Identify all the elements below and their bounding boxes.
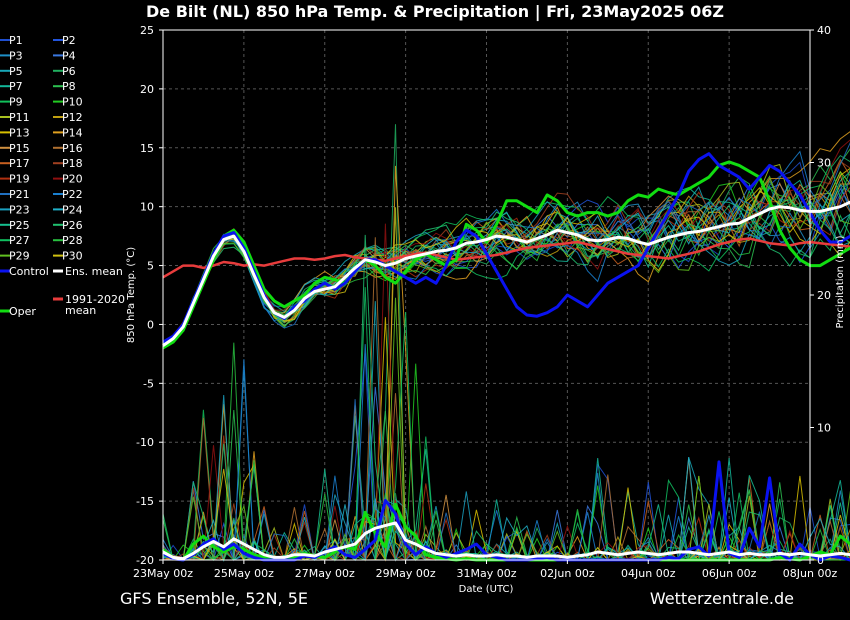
legend-label-P26: P26 xyxy=(62,219,83,232)
legend-label-P14: P14 xyxy=(62,126,83,139)
legend-label-P17: P17 xyxy=(9,157,30,170)
legend-label-P9: P9 xyxy=(9,96,23,109)
legend-label-P2: P2 xyxy=(62,34,76,47)
y-tick-label: 15 xyxy=(140,142,154,155)
x-tick-label: 08Jun 00z xyxy=(783,567,838,580)
legend: P1 P2 P3 P4 P5 P6 P7 P8 P9 P10 P11 P12 P13 P14 P15 P16 P… xyxy=(0,34,125,318)
series-oper xyxy=(162,160,850,350)
legend-label-P15: P15 xyxy=(9,142,30,155)
member-line-P25 xyxy=(162,198,850,348)
member-line-P21 xyxy=(162,142,850,345)
legend-label-P21: P21 xyxy=(9,188,30,201)
y-axis-label: 850 hPa Temp. (°C) xyxy=(126,247,137,343)
x-tick-label: 31May 00z xyxy=(456,567,516,580)
series-ens-mean xyxy=(162,200,850,347)
x-tick-label: 04Jun 00z xyxy=(621,567,676,580)
member-line-P18 xyxy=(162,160,850,346)
legend-label-P28: P28 xyxy=(62,234,83,247)
footer-source: GFS Ensemble, 52N, 5E xyxy=(120,589,308,608)
legend-label-P5: P5 xyxy=(9,65,23,78)
legend-label-oper: Oper xyxy=(9,305,36,318)
legend-label-P6: P6 xyxy=(62,65,76,78)
legend-label-P20: P20 xyxy=(62,173,83,186)
y-tick-label: 20 xyxy=(140,83,154,96)
legend-label-control: Control xyxy=(9,265,49,278)
y2-tick-label: 10 xyxy=(817,422,831,435)
y-axis-ticks: 25 20 15 10 5 0 -5 -10 -15 -20 xyxy=(136,24,163,567)
legend-label-P23: P23 xyxy=(9,203,30,216)
legend-label-P7: P7 xyxy=(9,80,23,93)
x-tick-label: 29May 00z xyxy=(376,567,436,580)
y-tick-label: 0 xyxy=(147,318,154,331)
legend-label-P24: P24 xyxy=(62,203,83,216)
series-ens-mean-precipitation xyxy=(162,521,850,561)
legend-label-P8: P8 xyxy=(62,80,76,93)
legend-label-P12: P12 xyxy=(62,111,83,124)
legend-label-P29: P29 xyxy=(9,250,30,263)
legend-label-P13: P13 xyxy=(9,126,30,139)
y2-tick-label: 30 xyxy=(817,157,831,170)
legend-label-P11: P11 xyxy=(9,111,30,124)
footer-site: Wetterzentrale.de xyxy=(650,589,794,608)
y2-tick-label: 0 xyxy=(817,554,824,567)
legend-label-P16: P16 xyxy=(62,142,83,155)
highlighted-series xyxy=(162,152,850,562)
x-axis-ticks: 23May 00z 25May 00z 27May 00z 29May 00z 31Ma… xyxy=(133,560,837,580)
legend-label-P3: P3 xyxy=(9,49,23,62)
x-tick-label: 27May 00z xyxy=(295,567,355,580)
legend-label-climatology-line2: mean xyxy=(65,304,96,317)
legend-label-P10: P10 xyxy=(62,96,83,109)
legend-label-P25: P25 xyxy=(9,219,30,232)
x-tick-label: 06Jun 00z xyxy=(702,567,757,580)
legend-label-P19: P19 xyxy=(9,173,30,186)
series-1991-2020-mean xyxy=(162,237,850,279)
y-tick-label: -15 xyxy=(136,495,154,508)
y-tick-label: 10 xyxy=(140,201,154,214)
x-tick-label: 25May 00z xyxy=(214,567,274,580)
y-tick-label: 5 xyxy=(147,260,154,273)
legend-label-P4: P4 xyxy=(62,49,76,62)
legend-label-P22: P22 xyxy=(62,188,83,201)
legend-label-P18: P18 xyxy=(62,157,83,170)
chart-title: De Bilt (NL) 850 hPa Temp. & Precipitati… xyxy=(146,2,724,22)
x-axis-label: Date (UTC) xyxy=(459,584,514,595)
legend-label-climatology-line1: 1991-2020 xyxy=(65,293,125,306)
legend-label-P30: P30 xyxy=(62,250,83,263)
legend-label-P27: P27 xyxy=(9,234,30,247)
legend-label-mean: Ens. mean xyxy=(65,265,123,278)
x-tick-label: 02Jun 00z xyxy=(540,567,595,580)
legend-label-P1: P1 xyxy=(9,34,23,47)
y-tick-label: -10 xyxy=(136,436,154,449)
member-line-P28 xyxy=(162,203,850,347)
x-tick-label: 23May 00z xyxy=(133,567,193,580)
y-tick-label: 25 xyxy=(140,24,154,37)
y2-tick-label: 20 xyxy=(817,289,831,302)
y2-axis-ticks: 40 30 20 10 0 xyxy=(810,24,831,567)
y2-tick-label: 40 xyxy=(817,24,831,37)
y-tick-label: -20 xyxy=(136,554,154,567)
y2-axis-label: Precipitation (mm) xyxy=(835,235,846,328)
y-tick-label: -5 xyxy=(143,377,154,390)
